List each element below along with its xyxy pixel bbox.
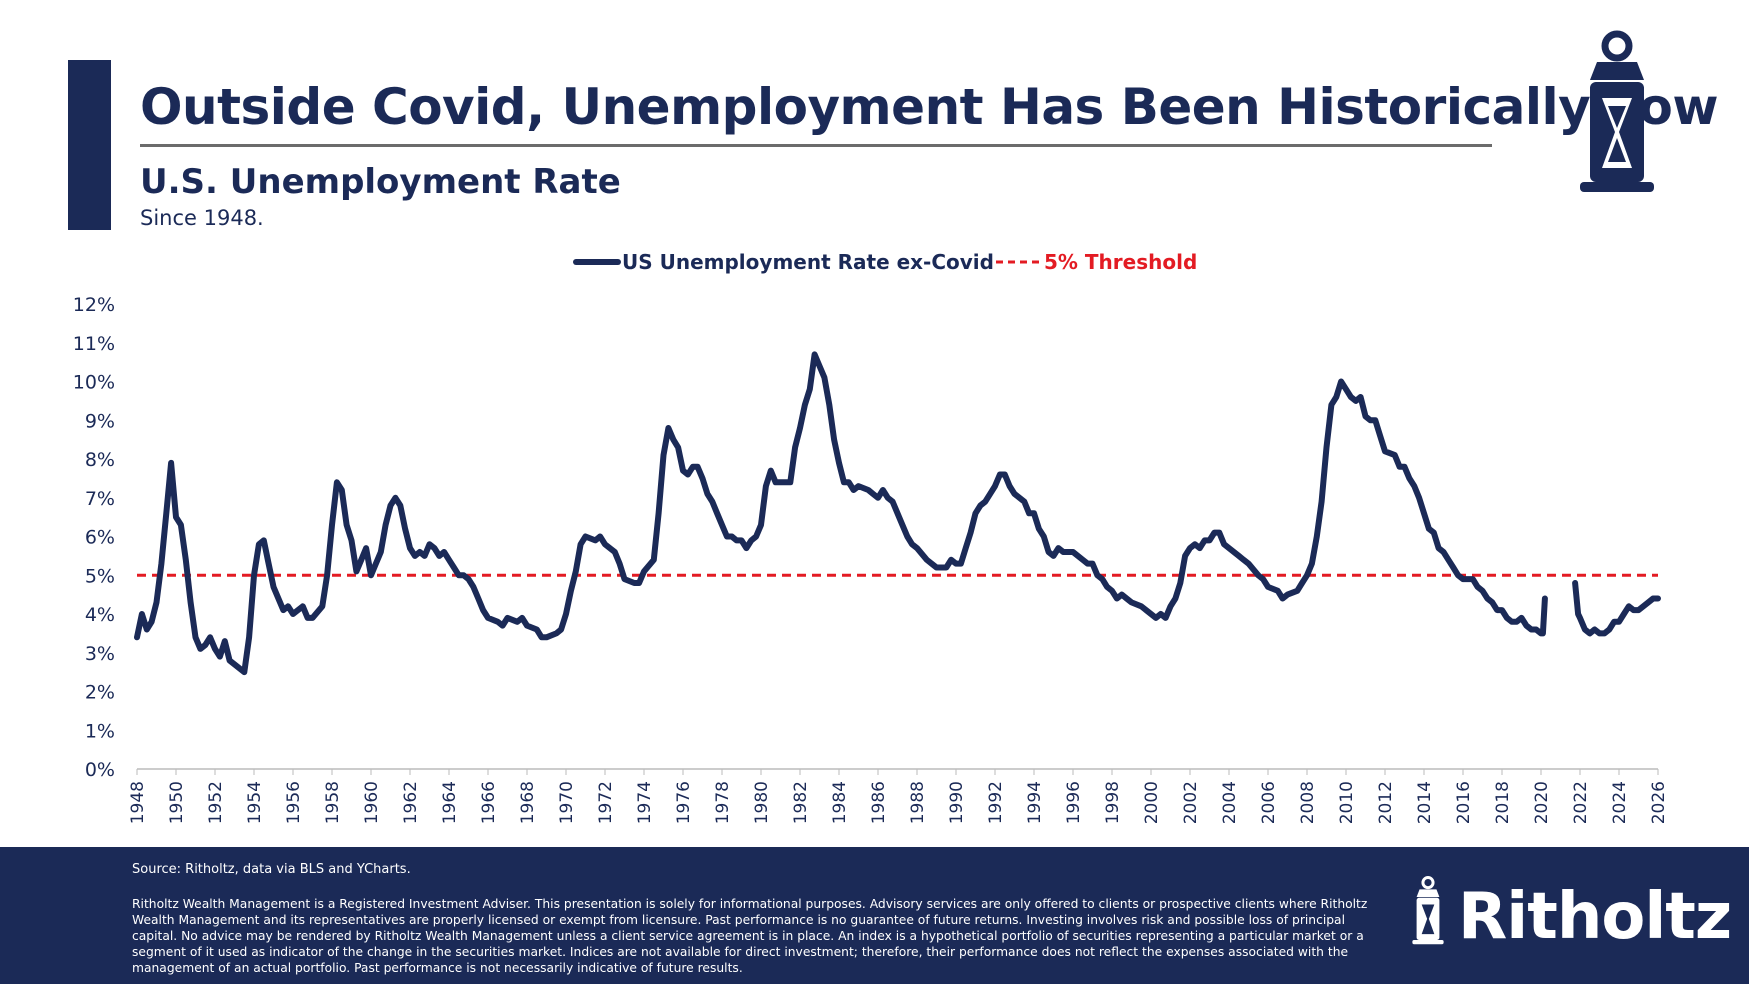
x-tick-label: 1998 [1103, 781, 1123, 824]
x-tick-label: 1974 [635, 781, 655, 824]
x-tick-label: 2002 [1181, 781, 1201, 824]
x-tick-label: 2010 [1337, 781, 1357, 824]
x-tick-label: 1984 [830, 781, 850, 824]
x-tick-label: 1948 [128, 781, 148, 824]
chart-subtitle: Since 1948. [140, 206, 264, 230]
y-tick-label: 6% [85, 527, 115, 549]
footer [0, 847, 1749, 984]
x-tick-label: 2004 [1220, 781, 1240, 824]
y-tick-label: 11% [73, 333, 115, 355]
x-tick-label: 1972 [596, 781, 616, 824]
x-tick-label: 1994 [1025, 781, 1045, 824]
x-tick-label: 2022 [1571, 781, 1591, 824]
y-tick-label: 4% [85, 604, 115, 626]
x-tick-label: 1990 [947, 781, 967, 824]
x-tick-label: 1970 [557, 781, 577, 824]
x-tick-label: 2026 [1649, 781, 1669, 824]
x-tick-label: 2024 [1610, 781, 1630, 824]
legend-label: 5% Threshold [1044, 250, 1197, 274]
x-tick-label: 1960 [362, 781, 382, 824]
chart: 0% 1% 2% 3% 4% 5% 6% 7% 8% 9% 10% 11% 12% 1948 1950 195… [73, 250, 1669, 824]
y-tick-label: 7% [85, 488, 115, 510]
page-title: Outside Covid, Unemployment Has Been His… [140, 78, 1719, 136]
x-tick-label: 1982 [791, 781, 811, 824]
x-tick-label: 1958 [323, 781, 343, 824]
x-tick-label: 1980 [752, 781, 772, 824]
x-tick-label: 1966 [479, 781, 499, 824]
brand-name: Ritholtz [1458, 880, 1732, 954]
y-tick-label: 8% [85, 449, 115, 471]
x-tick-label: 1986 [869, 781, 889, 824]
brand-icon [1412, 876, 1444, 945]
y-tick-label: 1% [85, 720, 115, 742]
x-tick-label: 2020 [1532, 781, 1552, 824]
x-tick-label: 1956 [284, 781, 304, 824]
x-tick-label: 2018 [1493, 781, 1513, 824]
x-tick-label: 1968 [518, 781, 538, 824]
legend-label: US Unemployment Rate ex-Covid [622, 250, 994, 274]
y-tick-label: 2% [85, 682, 115, 704]
disclaimer: Ritholtz Wealth Management is a Register… [132, 897, 1368, 975]
x-tick-label: 1950 [167, 781, 187, 824]
x-tick-label: 1996 [1064, 781, 1084, 824]
x-tick-label: 1964 [440, 781, 460, 824]
y-tick-label: 5% [85, 565, 115, 587]
x-tick-label: 1954 [245, 781, 265, 824]
y-tick-label: 12% [73, 294, 115, 316]
chart-title: U.S. Unemployment Rate [140, 162, 621, 202]
x-tick-label: 2016 [1454, 781, 1474, 824]
source-note: Source: Ritholtz, data via BLS and YChar… [132, 862, 411, 877]
x-tick-label: 1978 [713, 781, 733, 824]
y-tick-label: 0% [85, 759, 115, 781]
x-tick-label: 2006 [1259, 781, 1279, 824]
y-tick-label: 9% [85, 410, 115, 432]
x-tick-label: 1992 [986, 781, 1006, 824]
x-tick-label: 1988 [908, 781, 928, 824]
title-rule [140, 144, 1492, 147]
y-tick-label: 10% [73, 372, 115, 394]
y-tick-label: 3% [85, 643, 115, 665]
accent-bar [68, 60, 111, 230]
lantern-icon [1580, 30, 1654, 192]
x-tick-label: 2000 [1142, 781, 1162, 824]
x-tick-label: 1952 [206, 781, 226, 824]
x-tick-label: 1976 [674, 781, 694, 824]
x-tick-label: 2012 [1376, 781, 1396, 824]
x-tick-label: 2008 [1298, 781, 1318, 824]
x-tick-label: 2014 [1415, 781, 1435, 824]
x-tick-label: 1962 [401, 781, 421, 824]
series-line [134, 351, 1661, 676]
